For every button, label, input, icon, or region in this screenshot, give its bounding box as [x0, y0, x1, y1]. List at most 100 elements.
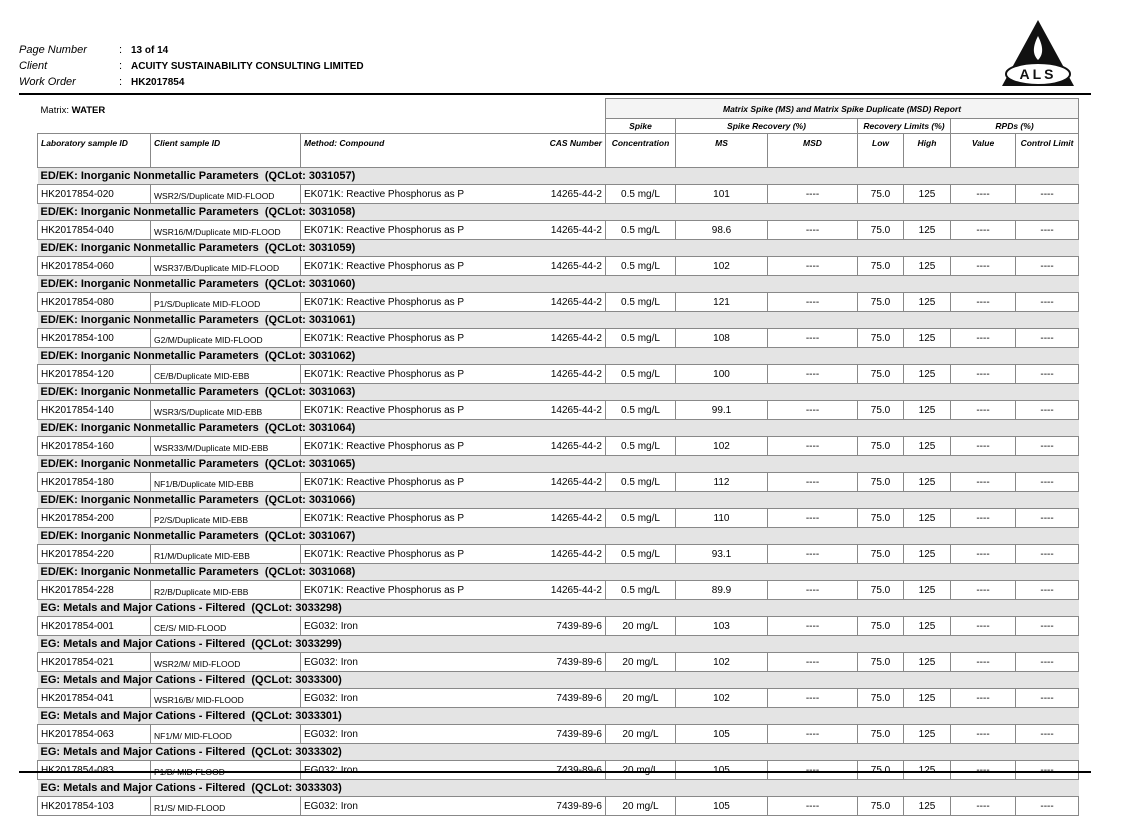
cell: 75.0 [857, 580, 904, 600]
rule [19, 771, 1091, 773]
group-row: EG: Metals and Major Cations - Filtered … [37, 671, 1079, 689]
cell: ---- [1014, 472, 1080, 492]
cell: HK2017854-060 [37, 256, 151, 276]
cell: 75.0 [857, 724, 904, 744]
cell: ---- [1014, 544, 1080, 564]
cell: 14265-44-2 [540, 328, 606, 348]
column-group: Spike [605, 118, 676, 134]
data-row: HK2017854-228 R2/B/Duplicate MID-EBB EK071… [37, 580, 1080, 600]
group-title: ED/EK: Inorganic Nonmetallic Parameters … [37, 203, 1079, 221]
group-row: ED/EK: Inorganic Nonmetallic Parameters … [37, 311, 1079, 329]
group-row: EG: Metals and Major Cations - Filtered … [37, 599, 1079, 617]
cell: ---- [1014, 436, 1080, 456]
cell: G2/M/Duplicate MID-FLOOD [150, 328, 301, 348]
cell: ---- [950, 220, 1016, 240]
cell: 125 [903, 616, 951, 636]
cell: ---- [767, 724, 858, 744]
cell: 102 [675, 652, 768, 672]
group-title: EG: Metals and Major Cations - Filtered … [37, 779, 1079, 797]
group-row: ED/EK: Inorganic Nonmetallic Parameters … [37, 239, 1079, 257]
cell: ---- [950, 652, 1016, 672]
cell: 125 [903, 292, 951, 312]
cell: EK071K: Reactive Phosphorus as P [300, 436, 541, 456]
cell: 125 [903, 796, 951, 816]
cell: ---- [1014, 616, 1080, 636]
cell: HK2017854-021 [37, 652, 151, 672]
column-header: Value [950, 133, 1016, 168]
cell: 20 mg/L [605, 724, 676, 744]
cell: ---- [767, 472, 858, 492]
cell: ---- [767, 436, 858, 456]
results-table: Matrix: WATER Matrix Spike (MS) and Matr… [37, 98, 1080, 816]
cell: 125 [903, 400, 951, 420]
group-title: ED/EK: Inorganic Nonmetallic Parameters … [37, 383, 1079, 401]
cell: ---- [950, 616, 1016, 636]
cell: HK2017854-140 [37, 400, 151, 420]
cell: 0.5 mg/L [605, 508, 676, 528]
cell: ---- [767, 796, 858, 816]
data-row: HK2017854-103 R1/S/ MID-FLOOD EG032: Iron 7… [37, 796, 1080, 816]
cell: 14265-44-2 [540, 544, 606, 564]
data-row: HK2017854-021 WSR2/M/ MID-FLOOD EG032: Iro… [37, 652, 1080, 672]
cell: P1/S/Duplicate MID-FLOOD [150, 292, 301, 312]
data-row: HK2017854-080 P1/S/Duplicate MID-FLOOD EK0… [37, 292, 1080, 312]
cell: ---- [950, 400, 1016, 420]
cell: 0.5 mg/L [605, 472, 676, 492]
cell: 0.5 mg/L [605, 580, 676, 600]
cell: ---- [1014, 292, 1080, 312]
column-group: Recovery Limits (%) [857, 118, 951, 134]
cell: 93.1 [675, 544, 768, 564]
cell: CE/B/Duplicate MID-EBB [150, 364, 301, 384]
cell: CE/S/ MID-FLOOD [150, 616, 301, 636]
cell: 14265-44-2 [540, 256, 606, 276]
cell: ---- [767, 364, 858, 384]
data-row: HK2017854-220 R1/M/Duplicate MID-EBB EK071… [37, 544, 1080, 564]
group-row: ED/EK: Inorganic Nonmetallic Parameters … [37, 419, 1079, 437]
column-header: CAS Number [540, 133, 606, 168]
group-title: ED/EK: Inorganic Nonmetallic Parameters … [37, 275, 1079, 293]
cell: 14265-44-2 [540, 508, 606, 528]
cell: 105 [675, 724, 768, 744]
cell: ---- [767, 220, 858, 240]
cell: 89.9 [675, 580, 768, 600]
cell: ---- [1014, 400, 1080, 420]
group-row: EG: Metals and Major Cations - Filtered … [37, 707, 1079, 725]
cell: EK071K: Reactive Phosphorus as P [300, 580, 541, 600]
column-header: Method: Compound [300, 133, 541, 168]
cell: 112 [675, 472, 768, 492]
cell: ---- [767, 400, 858, 420]
cell: 75.0 [857, 508, 904, 528]
cell: 7439-89-6 [540, 616, 606, 636]
cell: EK071K: Reactive Phosphorus as P [300, 292, 541, 312]
group-title: EG: Metals and Major Cations - Filtered … [37, 707, 1079, 725]
cell: HK2017854-120 [37, 364, 151, 384]
cell: ---- [767, 652, 858, 672]
cell: WSR3/S/Duplicate MID-EBB [150, 400, 301, 420]
cell: 125 [903, 688, 951, 708]
cell: WSR2/S/Duplicate MID-FLOOD [150, 184, 301, 204]
cell: ---- [950, 688, 1016, 708]
group-row: ED/EK: Inorganic Nonmetallic Parameters … [37, 491, 1079, 509]
cell: ---- [767, 184, 858, 204]
cell: 75.0 [857, 472, 904, 492]
report-title: Matrix Spike (MS) and Matrix Spike Dupli… [604, 98, 1080, 119]
cell: 125 [903, 184, 951, 204]
cell: 125 [903, 436, 951, 456]
cell: 98.6 [675, 220, 768, 240]
data-row: HK2017854-020 WSR2/S/Duplicate MID-FLOOD E… [37, 184, 1080, 204]
data-row: HK2017854-063 NF1/M/ MID-FLOOD EG032: Iron… [37, 724, 1080, 744]
column-header: Low [857, 133, 904, 168]
cell: ---- [950, 724, 1016, 744]
cell: 0.5 mg/L [605, 256, 676, 276]
cell: 20 mg/L [605, 688, 676, 708]
column-header: High [903, 133, 951, 168]
group-row: ED/EK: Inorganic Nonmetallic Parameters … [37, 563, 1079, 581]
separator: : [119, 44, 123, 56]
cell: 20 mg/L [605, 796, 676, 816]
group-title: ED/EK: Inorganic Nonmetallic Parameters … [37, 167, 1079, 185]
table-body: ED/EK: Inorganic Nonmetallic Parameters … [37, 167, 1080, 816]
cell: 14265-44-2 [540, 580, 606, 600]
cell: EK071K: Reactive Phosphorus as P [300, 256, 541, 276]
data-row: HK2017854-200 P2/S/Duplicate MID-EBB EK071… [37, 508, 1080, 528]
